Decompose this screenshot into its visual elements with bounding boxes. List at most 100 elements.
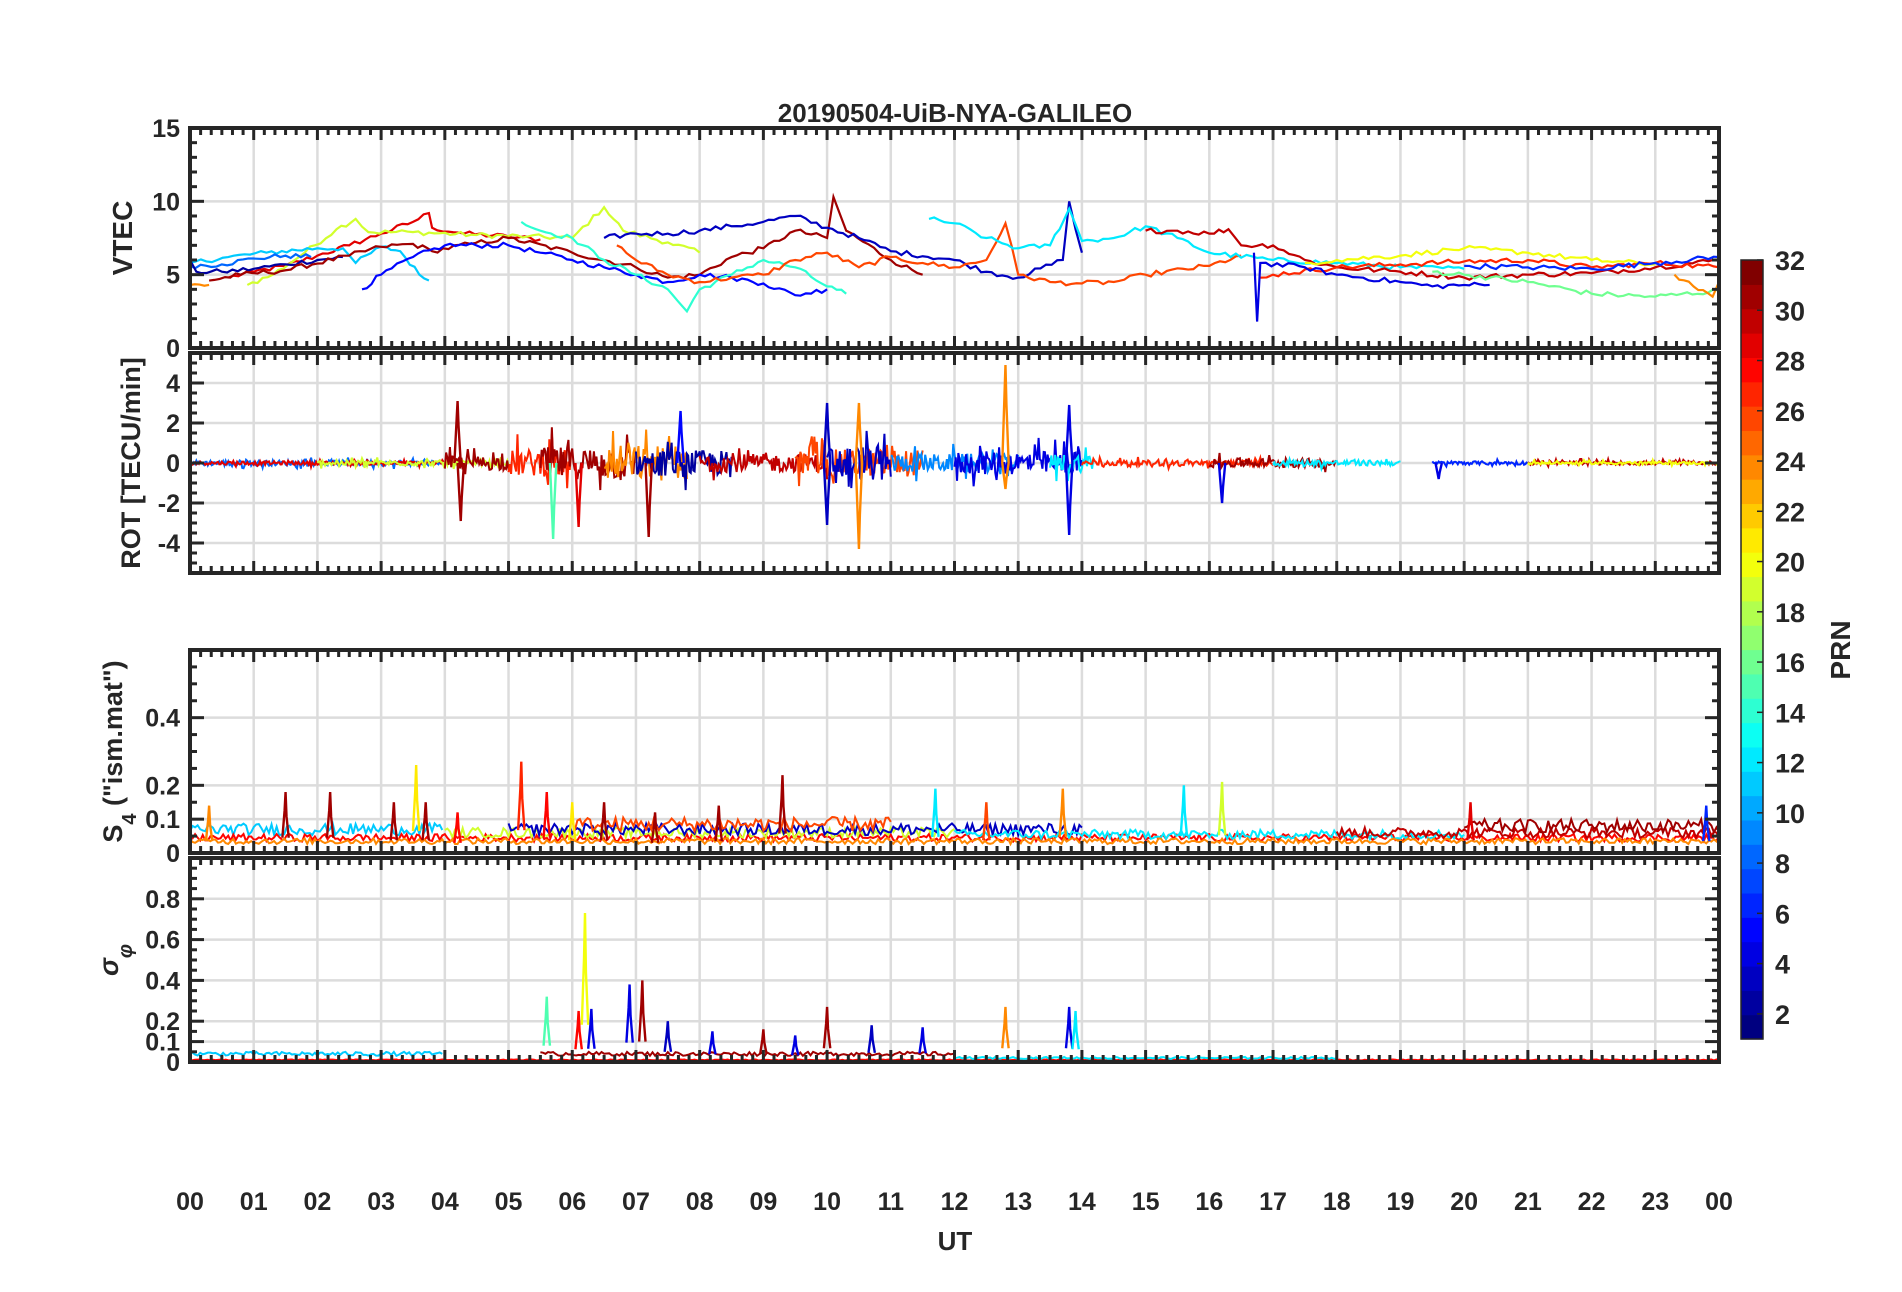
y-tick-label: 5	[166, 262, 180, 290]
series-line-prn-8	[190, 252, 312, 270]
spike-prn-4	[708, 1031, 717, 1055]
y-tick-label: 0.2	[145, 772, 180, 800]
spike-prn-31	[281, 792, 290, 838]
x-tick-label: 00	[176, 1188, 204, 1216]
series-line-prn-31	[208, 192, 923, 282]
y-label-main: S	[98, 825, 128, 843]
spike-prn-31	[421, 802, 431, 841]
colorbar-band	[1741, 892, 1763, 918]
colorbar-band	[1741, 260, 1763, 285]
colorbar-band	[1741, 625, 1763, 651]
x-tick-label: 16	[1195, 1188, 1223, 1216]
y-tick-label: 0	[166, 1049, 180, 1077]
colorbar-band	[1741, 284, 1763, 310]
colorbar-band	[1741, 722, 1763, 748]
spike-prn-27	[516, 761, 526, 831]
y-tick-label: 0	[166, 450, 180, 478]
axes-frame	[188, 648, 1721, 855]
x-tick-label: 23	[1641, 1188, 1669, 1216]
y-tick-label: 4	[166, 370, 180, 398]
colorbar-tick-label: 22	[1775, 497, 1805, 527]
y-tick-label: 0	[166, 335, 180, 363]
spike-prn-21	[411, 764, 421, 832]
series-line-prn-2	[190, 255, 343, 275]
x-tick-label: 17	[1259, 1188, 1287, 1216]
spike-prn-6	[1701, 805, 1711, 842]
series-line-prn-26	[616, 220, 1242, 287]
series-line-prn-20	[1304, 244, 1656, 267]
series-line-prn-14	[520, 220, 847, 314]
x-tick-label: 11	[878, 1188, 905, 1216]
colorbar-band	[1741, 454, 1763, 480]
spike-prn-3	[663, 1021, 673, 1052]
activity-trace-prn-12	[1272, 455, 1401, 473]
axes-frame	[188, 126, 1721, 350]
baseline-trace-prn-31	[1463, 815, 1719, 836]
colorbar-tick-label: 18	[1775, 598, 1805, 628]
activity-trace-prn-6	[1431, 456, 1529, 469]
spike-prn-31	[644, 462, 654, 538]
colorbar-band	[1741, 868, 1763, 894]
colorbar-tick-label: 24	[1775, 447, 1805, 477]
colorbar-tick-label: 4	[1775, 950, 1790, 980]
activity-trace-prn-2	[634, 441, 733, 491]
baseline-trace-prn-30	[1335, 824, 1719, 841]
x-tick-label: 13	[1004, 1188, 1032, 1216]
spike-prn-28	[453, 812, 462, 844]
colorbar-band	[1741, 844, 1763, 870]
series-line-prn-29	[227, 211, 541, 279]
spike-prn-31	[389, 802, 399, 841]
activity-trace-prn-31	[539, 427, 637, 491]
y-axis-label: VTEC	[107, 201, 138, 276]
spike-prn-24	[1058, 788, 1068, 838]
colorbar-tick-label: 30	[1775, 296, 1805, 326]
colorbar-tick-label: 32	[1775, 246, 1805, 276]
x-tick-label: 12	[941, 1188, 969, 1216]
panel-sigma_phi: 00.10.2 0.4 0.6 0.8 σφ	[94, 856, 1721, 1077]
colorbar-tick-label: 26	[1775, 397, 1805, 427]
x-tick-label: 19	[1387, 1188, 1415, 1216]
y-tick-label: -2	[158, 490, 180, 518]
spike-prn-31	[759, 1029, 768, 1055]
spike-prn-31	[650, 812, 660, 844]
spike-prn-28	[542, 792, 552, 838]
spike-prn-4	[586, 1008, 596, 1049]
colorbar-band	[1741, 1014, 1763, 1040]
x-tick-label: 07	[622, 1188, 650, 1216]
y-tick-label: 0.6	[145, 927, 180, 955]
spike-prn-31	[714, 805, 724, 842]
x-tick-label: 10	[813, 1188, 841, 1216]
spike-prn-3	[822, 462, 832, 526]
x-tick-label: 22	[1578, 1188, 1606, 1216]
colorbar-band	[1741, 917, 1763, 943]
x-tick-label: 15	[1132, 1188, 1160, 1216]
spike-prn-4	[625, 984, 634, 1043]
colorbar-band	[1741, 600, 1763, 626]
x-tick-label: 08	[686, 1188, 714, 1216]
axes-frame	[188, 856, 1721, 1064]
colorbar-tick-label: 16	[1775, 648, 1805, 678]
y-tick-label: 0.1	[145, 1029, 180, 1057]
colorbar-band	[1741, 795, 1763, 821]
panel-rot: -4 -2 0 2 4 ROT [TECU/min]	[116, 351, 1721, 575]
activity-trace-prn-20	[1527, 457, 1719, 469]
colorbar-band	[1741, 479, 1763, 505]
y-tick-label: -4	[158, 530, 180, 558]
colorbar-band	[1741, 503, 1763, 529]
panel-s4: 00.10.20.4S4 ("ism.mat")	[98, 648, 1721, 868]
colorbar-band	[1741, 819, 1763, 845]
spike-prn-4	[1434, 462, 1444, 480]
spike-prn-24	[1001, 462, 1010, 490]
colorbar-tick-label: 8	[1775, 849, 1790, 879]
x-tick-label: 18	[1323, 1188, 1351, 1216]
y-tick-label: 0.2	[145, 1008, 180, 1036]
spike-prn-29	[574, 462, 584, 528]
series-line-prn-4	[1252, 252, 1490, 322]
series-line-prn-16	[1432, 270, 1719, 299]
y-axis-label: S4 ("ism.mat")	[98, 660, 141, 842]
colorbar-band	[1741, 673, 1763, 699]
spike-prn-3	[867, 1025, 877, 1054]
y-axis-label: ROT [TECU/min]	[116, 357, 146, 568]
